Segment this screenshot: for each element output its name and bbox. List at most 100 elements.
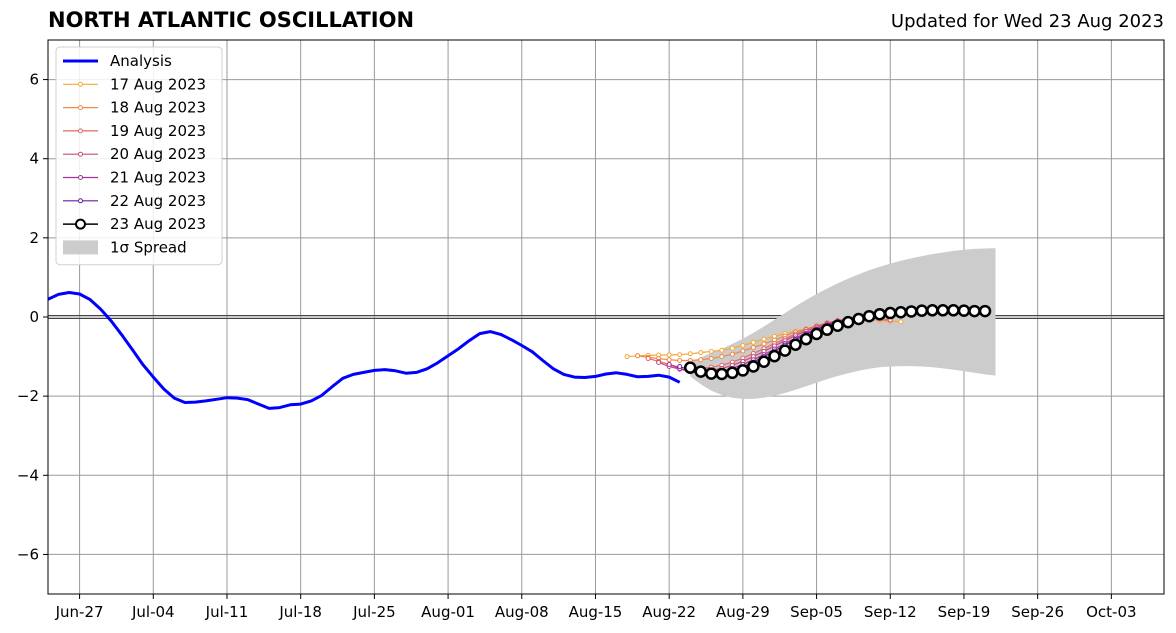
plot-frame bbox=[47, 39, 1165, 595]
legend-entry: 22 Aug 2023 bbox=[63, 192, 206, 210]
forecast-point bbox=[789, 338, 802, 351]
series-layer bbox=[47, 291, 992, 410]
chart-title: NORTH ATLANTIC OSCILLATION bbox=[48, 8, 415, 32]
forecast-point bbox=[750, 344, 756, 350]
forecast-point bbox=[666, 361, 672, 367]
legend-entry: 20 Aug 2023 bbox=[63, 145, 206, 163]
forecast-point bbox=[884, 306, 897, 320]
legend-box bbox=[55, 46, 223, 266]
forecast-point bbox=[936, 304, 950, 317]
forecast-point bbox=[873, 307, 886, 321]
legend-swatch-marker bbox=[78, 81, 83, 87]
forecast-point bbox=[694, 365, 708, 378]
forecast-point bbox=[831, 319, 844, 332]
legend-entry: Analysis bbox=[63, 52, 172, 70]
forecast-point bbox=[768, 349, 781, 363]
forecast-point bbox=[708, 348, 714, 354]
forecast-point bbox=[905, 305, 918, 318]
forecast-point bbox=[677, 352, 683, 358]
forecast-point bbox=[726, 366, 739, 380]
updated-date: Updated for Wed 23 Aug 2023 bbox=[890, 11, 1164, 32]
x-tick-label: Jul-04 bbox=[131, 603, 175, 621]
forecast-series bbox=[683, 304, 992, 381]
x-tick-label: Sep-12 bbox=[864, 603, 917, 621]
forecast-point bbox=[799, 332, 813, 346]
forecast-point bbox=[719, 354, 725, 360]
forecast-point bbox=[645, 356, 651, 362]
forecast-point bbox=[698, 357, 704, 363]
frame-layer: Jun-27 Jul-04 Jul-11 Jul-18 Jul-25 Aug-01 Aug-… bbox=[17, 39, 1165, 621]
forecast-point bbox=[740, 342, 746, 348]
forecast-point bbox=[852, 312, 865, 326]
legend-label: 20 Aug 2023 bbox=[110, 145, 206, 163]
legend-label: Analysis bbox=[110, 52, 172, 70]
forecast-point bbox=[656, 360, 662, 366]
forecast-point bbox=[915, 304, 929, 317]
x-tick-label: Sep-19 bbox=[938, 603, 991, 621]
x-tick-label: Jul-11 bbox=[205, 603, 249, 621]
forecast-point bbox=[705, 367, 718, 380]
x-tick-label: Oct-03 bbox=[1086, 603, 1136, 621]
forecast-point bbox=[729, 351, 735, 357]
x-tick-label: Jun-27 bbox=[55, 603, 104, 621]
y-tick-label: 2 bbox=[29, 229, 39, 247]
forecast-point bbox=[666, 357, 672, 363]
forecast-point bbox=[761, 341, 767, 347]
forecast-point bbox=[820, 323, 834, 336]
x-tick-label: Aug-01 bbox=[421, 603, 475, 621]
legend-entry: 23 Aug 2023 bbox=[63, 215, 206, 233]
forecast-point bbox=[957, 304, 971, 317]
forecast-point bbox=[635, 353, 641, 359]
y-tick-label: 4 bbox=[29, 150, 39, 168]
forecast-point bbox=[841, 315, 855, 329]
y-tick-label: −4 bbox=[17, 466, 39, 484]
forecast-point bbox=[677, 358, 683, 364]
forecast-point bbox=[862, 309, 876, 323]
legend-swatch-marker bbox=[78, 128, 83, 134]
legend-label: 22 Aug 2023 bbox=[110, 192, 206, 210]
forecast-point bbox=[894, 306, 908, 319]
y-tick-label: −2 bbox=[17, 387, 39, 405]
forecast-point bbox=[747, 360, 760, 373]
forecast-point bbox=[778, 344, 792, 357]
legend-entry: 21 Aug 2023 bbox=[63, 169, 206, 187]
legend-swatch-marker bbox=[78, 175, 83, 180]
legend-label: 1σ Spread bbox=[110, 238, 187, 256]
legend: Analysis 17 Aug 2023 18 Aug 2023 19 Aug 202… bbox=[55, 46, 223, 266]
forecast-point bbox=[683, 361, 697, 374]
legend-swatch-marker bbox=[78, 105, 83, 111]
forecast-point bbox=[761, 336, 767, 342]
forecast-point bbox=[978, 304, 992, 318]
legend-label: 17 Aug 2023 bbox=[110, 75, 206, 93]
legend-entry: 17 Aug 2023 bbox=[63, 75, 206, 93]
x-tick-label: Jul-25 bbox=[352, 603, 396, 621]
x-tick-label: Jul-18 bbox=[278, 603, 322, 621]
forecast-point bbox=[736, 364, 750, 377]
legend-label: 23 Aug 2023 bbox=[110, 215, 206, 233]
forecast-point bbox=[687, 351, 693, 357]
forecast-point bbox=[719, 347, 725, 353]
legend-label: 19 Aug 2023 bbox=[110, 122, 206, 140]
forecast-point bbox=[810, 327, 823, 341]
forecast-point bbox=[715, 367, 729, 381]
x-tick-label: Aug-08 bbox=[495, 603, 549, 621]
legend-entry: 19 Aug 2023 bbox=[63, 122, 206, 140]
legend-swatch-marker bbox=[78, 198, 83, 204]
forecast-point bbox=[757, 355, 771, 368]
forecast-point bbox=[624, 354, 630, 360]
analysis-line bbox=[47, 291, 681, 410]
legend-swatch-marker bbox=[75, 218, 86, 230]
forecast-point bbox=[698, 350, 704, 356]
y-tick-label: −6 bbox=[17, 545, 39, 563]
legend-swatch-marker bbox=[78, 151, 83, 157]
grid-layer bbox=[48, 40, 1164, 594]
forecast-point bbox=[750, 339, 756, 345]
forecast-point bbox=[677, 363, 683, 369]
forecast-point bbox=[740, 348, 746, 354]
x-tick-label: Aug-22 bbox=[642, 603, 696, 621]
forecast-point bbox=[926, 304, 939, 317]
forecast-point bbox=[947, 304, 960, 317]
y-tick-label: 6 bbox=[29, 71, 39, 89]
